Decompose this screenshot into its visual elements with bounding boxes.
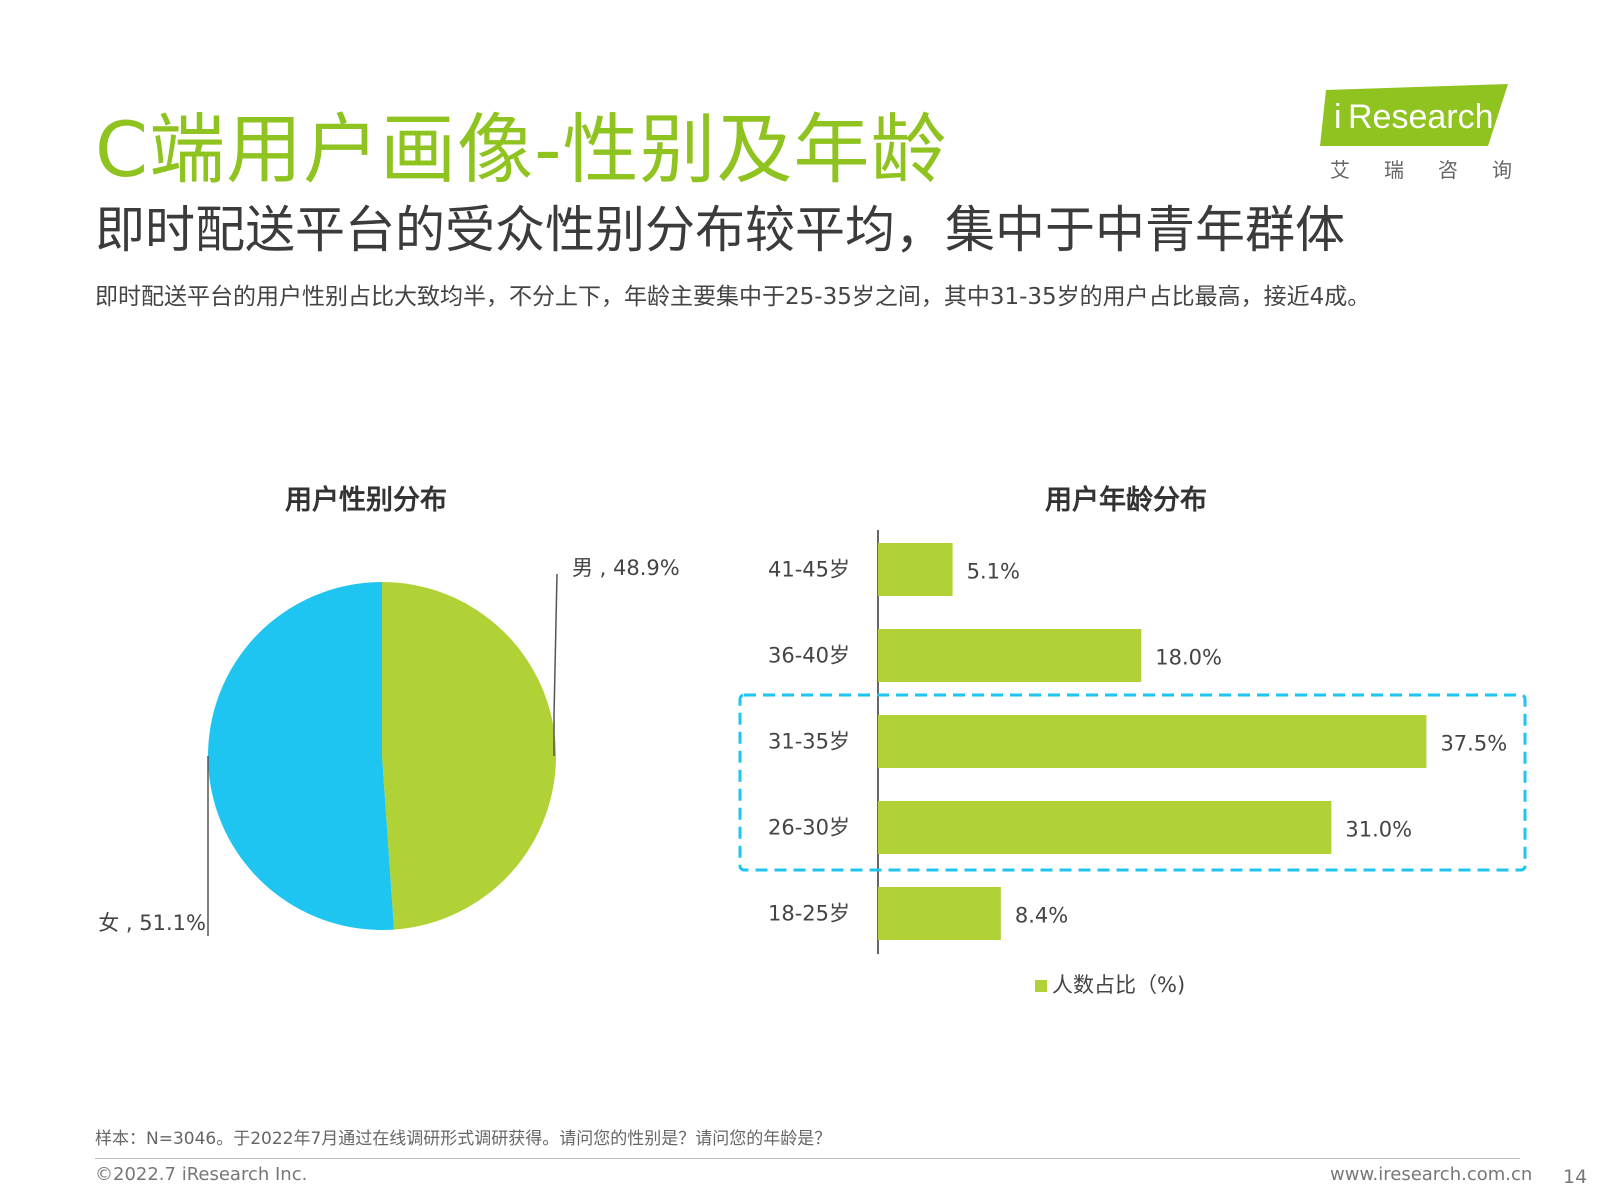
website-link[interactable]: www.iresearch.com.cn xyxy=(1330,1164,1533,1185)
logo-badge xyxy=(1320,84,1508,146)
logo-chinese-name: 艾瑞咨询 xyxy=(1330,158,1546,182)
bar-1 xyxy=(878,629,1142,682)
bar-category-label-0: 41-45岁 xyxy=(768,558,850,582)
footnote: 样本：N=3046。于2022年7月通过在线调研形式调研获得。请问您的性别是？请… xyxy=(95,1129,832,1149)
bar-category-label-3: 26-30岁 xyxy=(768,816,850,840)
pie-slice-1 xyxy=(207,582,395,930)
bar-0 xyxy=(878,543,953,596)
logo-letter-i: i xyxy=(1334,98,1342,136)
bar-chart-title: 用户年龄分布 xyxy=(1045,485,1207,516)
legend-swatch xyxy=(1035,980,1047,992)
copyright: ©2022.7 iResearch Inc. xyxy=(95,1164,308,1185)
bar-category-label-2: 31-35岁 xyxy=(768,730,850,754)
highlight-box xyxy=(738,693,1527,872)
bar-4 xyxy=(878,887,1001,940)
gender-pie-chart: 男 , 48.9% 女 , 51.1% xyxy=(98,556,680,936)
pie-leader-line-0 xyxy=(553,573,558,756)
iresearch-logo: i Research 艾瑞咨询 xyxy=(1320,84,1520,194)
bar-value-label-2: 37.5% xyxy=(1440,732,1507,756)
bar-value-label-0: 5.1% xyxy=(967,560,1020,584)
page-title: C端用户画像-性别及年龄 xyxy=(95,105,948,194)
legend-label: 人数占比（%) xyxy=(1052,973,1185,997)
bar-3 xyxy=(878,801,1332,854)
page-subtitle: 即时配送平台的受众性别分布较平均，集中于中青年群体 xyxy=(95,201,1345,259)
pie-slice-0 xyxy=(382,582,556,930)
bar-value-label-1: 18.0% xyxy=(1155,646,1222,670)
bar-category-label-1: 36-40岁 xyxy=(768,644,850,668)
bar-2 xyxy=(878,715,1427,768)
page-number: 14 xyxy=(1563,1166,1588,1188)
pie-chart-title: 用户性别分布 xyxy=(285,485,447,516)
bar-value-label-4: 8.4% xyxy=(1015,904,1068,928)
logo-wordmark: Research xyxy=(1348,98,1494,136)
pie-label-1: 女 , 51.1% xyxy=(98,911,206,935)
bar-value-label-3: 31.0% xyxy=(1345,818,1412,842)
pie-label-0: 男 , 48.9% xyxy=(572,556,680,580)
age-bar-chart: 41-45岁 5.1% 36-40岁 18.0% 31-35岁 37.5% 26-30岁 31… xyxy=(738,530,1527,997)
bar-category-label-4: 18-25岁 xyxy=(768,902,850,926)
footer-divider xyxy=(95,1158,1520,1159)
page-description: 即时配送平台的用户性别占比大致均半，不分上下，年龄主要集中于25-35岁之间，其… xyxy=(95,284,1371,310)
